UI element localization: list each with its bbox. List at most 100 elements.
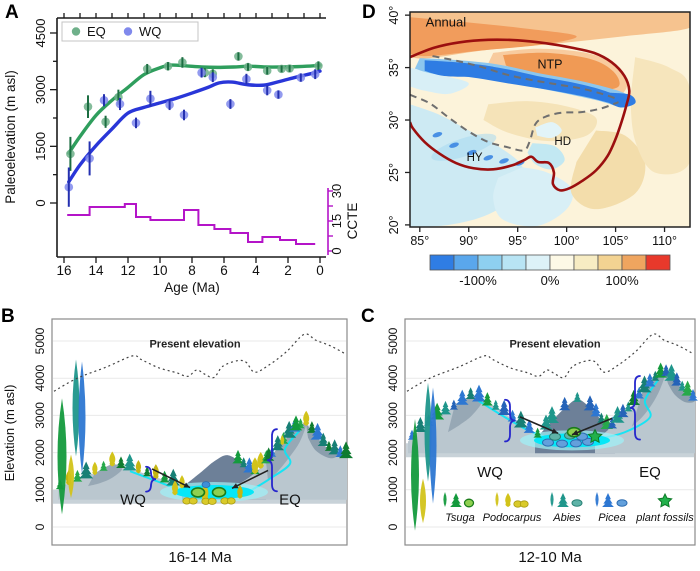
tree-icon <box>624 401 633 412</box>
elevation-range-brace <box>145 465 157 493</box>
tree-icon <box>317 432 329 446</box>
ccte-tick-label: 0 <box>329 247 344 254</box>
anomaly-patch <box>630 57 690 175</box>
tree-icon <box>172 480 178 496</box>
fossil-teal-blob <box>549 432 561 441</box>
map-y-tick: 35° <box>387 58 401 77</box>
anomaly-spot <box>466 149 477 156</box>
tree-icon <box>310 422 325 440</box>
colorbar-cell <box>549 254 575 271</box>
transport-arrowhead <box>232 483 239 489</box>
eq-legend-marker <box>71 27 81 36</box>
tree-icon <box>280 434 285 445</box>
map-x-tick: 110° <box>652 234 677 248</box>
x-tick-label: 16 <box>56 263 71 278</box>
panel-c-caption: 12-10 Ma <box>518 549 582 566</box>
tree-icon <box>79 461 94 479</box>
tree-icon <box>135 459 142 474</box>
site-label-eq: EQ <box>279 492 301 509</box>
fossil-green-oval <box>463 498 475 508</box>
gridlines <box>53 340 346 528</box>
map-y-tick: 40° <box>387 6 401 25</box>
tree-icon <box>328 439 341 455</box>
scene-labels: Present elevation WQ EQ 0 1000 2000 3000 4000 50… <box>2 327 301 530</box>
transport-arrow <box>571 417 613 436</box>
transport-arrowhead <box>572 429 579 436</box>
mountain-shading <box>306 423 339 459</box>
x-tick-label: 6 <box>220 263 228 278</box>
violin-distribution <box>443 492 447 507</box>
map-x-tick: 90° <box>459 234 478 248</box>
tree-icon <box>449 399 459 410</box>
violin-distributions <box>411 382 437 531</box>
tree-icon <box>644 373 656 387</box>
wq-legend-marker <box>123 27 133 36</box>
tree-icon <box>72 469 83 482</box>
fossil-green-oval <box>190 487 206 498</box>
tree-icon <box>414 416 427 433</box>
transport-arrowhead <box>551 428 558 434</box>
tree-icon <box>491 399 500 410</box>
wq-legend-label: WQ <box>139 24 161 39</box>
transport-arrow <box>151 468 191 489</box>
map-x-tick: 95° <box>508 234 527 248</box>
tree-icon <box>257 451 265 469</box>
elevation-range-brace <box>629 375 641 441</box>
elevation-tick-label: 1000 <box>33 476 47 503</box>
anomaly-patch <box>410 67 469 95</box>
tree-icon <box>239 457 248 468</box>
anomaly-patch <box>535 122 562 139</box>
fossil-blue-blob <box>616 499 628 507</box>
wq-trend-line <box>67 69 322 184</box>
elevation-tick-label: 0 <box>386 523 400 530</box>
region-label-hd: HD <box>554 136 571 148</box>
violin-distribution <box>57 398 67 515</box>
tree-icon <box>450 493 462 507</box>
anomaly-patch <box>503 52 620 90</box>
tree-icon <box>505 493 511 507</box>
violin-distribution <box>550 492 554 507</box>
anomaly-spot <box>432 132 443 138</box>
x-tick-label: 2 <box>284 263 292 278</box>
tree-icon <box>99 460 108 471</box>
colorbar-label: 100% <box>605 273 639 288</box>
tree-icon <box>251 457 259 475</box>
tree-icon <box>455 389 469 405</box>
colorbar-label: -100% <box>459 273 497 288</box>
colorbar-cell <box>429 254 455 271</box>
region-label-hy: HY <box>467 152 483 164</box>
tree-icon <box>627 389 641 405</box>
panel-c-letter: C <box>361 306 375 327</box>
tree-icon <box>597 412 606 423</box>
elevation-tick-label: 2000 <box>386 439 400 466</box>
fossil-green-oval <box>211 486 227 498</box>
map-y-tick: 20° <box>387 215 401 234</box>
y-tick-label: 3000 <box>33 75 48 104</box>
x-tick-label: 8 <box>188 263 196 278</box>
map-x-tick: 85° <box>410 234 429 248</box>
violin-distributions <box>57 359 86 515</box>
axes: 16 14 12 10 8 6 4 2 0 0 1500 3000 4500 Age (Ma) Paleoe… <box>3 13 326 295</box>
wq-series <box>64 67 322 207</box>
anomaly-spot <box>499 158 509 164</box>
elevation-tick-label: 1000 <box>386 476 400 503</box>
tree-icon <box>513 410 528 428</box>
tree-icon <box>116 456 126 469</box>
fossil-yellow-pair <box>207 497 217 505</box>
mountain-shading <box>448 395 482 433</box>
y-axis-title: Paleoelevation (m asl) <box>3 70 18 204</box>
tree-icon <box>634 386 645 399</box>
tree-icon <box>583 395 597 411</box>
colorbar-label: 0% <box>541 273 560 288</box>
violin-distribution <box>420 478 426 524</box>
plant-fossil-leaf-icon <box>587 428 603 444</box>
panel-b-caption: 16-14 Ma <box>168 549 232 566</box>
tree-icon <box>523 419 535 433</box>
fossil-yellow-pair <box>188 497 198 505</box>
tree-icon <box>271 435 285 451</box>
fossil-blue-blob <box>556 439 568 448</box>
fossil-blue-blob <box>542 438 554 447</box>
tree-icon <box>92 461 98 476</box>
tree-icon <box>471 384 487 402</box>
